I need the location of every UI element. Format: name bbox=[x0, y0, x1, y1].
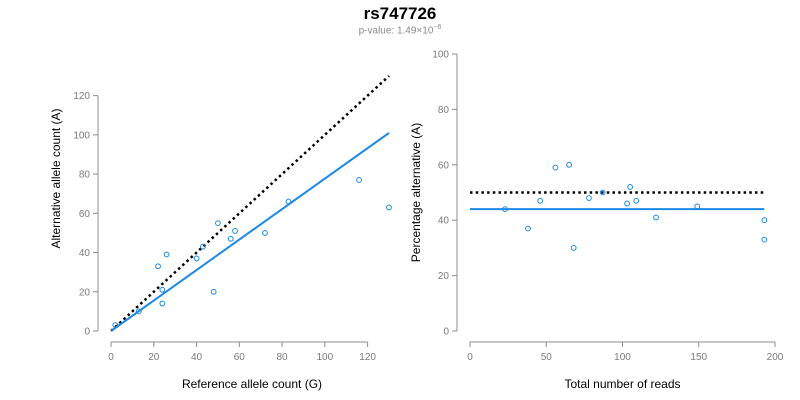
right-data-point bbox=[599, 189, 606, 196]
chart-title: rs747726 bbox=[363, 4, 437, 23]
right-data-point bbox=[570, 245, 577, 251]
right-x-tick-label: 150 bbox=[690, 352, 707, 363]
chart-subtitle: p-value: 1.49×10−6 bbox=[0, 24, 800, 36]
right-data-point bbox=[624, 200, 630, 207]
left-data-point bbox=[193, 255, 200, 262]
left-data-point bbox=[215, 220, 221, 227]
right-x-axis-title: Total number of reads bbox=[564, 377, 680, 391]
left-x-tick-label: 60 bbox=[234, 352, 246, 363]
left-x-tick-label: 20 bbox=[148, 352, 160, 363]
left-data-point bbox=[159, 286, 166, 293]
right-data-point bbox=[525, 225, 531, 232]
left-data-point bbox=[285, 198, 292, 205]
right-data-point bbox=[633, 197, 640, 204]
right-data-point bbox=[761, 236, 768, 243]
right-data-point bbox=[586, 195, 592, 201]
left-x-tick-label: 120 bbox=[359, 352, 376, 363]
right-data-point bbox=[694, 203, 701, 210]
left-data-point bbox=[155, 263, 161, 270]
left-y-tick-label: 80 bbox=[79, 170, 91, 181]
left-data-point bbox=[262, 230, 268, 236]
right-y-tick-label: 100 bbox=[432, 50, 449, 61]
left-reference-line bbox=[110, 75, 390, 332]
left-data-point bbox=[159, 300, 166, 307]
left-data-point bbox=[163, 251, 170, 258]
right-data-point bbox=[552, 164, 559, 171]
left-data-point bbox=[112, 322, 119, 329]
right-y-tick-label: 40 bbox=[438, 216, 450, 227]
p-value-exponent: −6 bbox=[433, 24, 442, 31]
left-x-tick-label: 80 bbox=[277, 352, 289, 363]
right-x-tick-label: 200 bbox=[767, 352, 784, 363]
left-data-point bbox=[386, 204, 392, 211]
right-data-point bbox=[502, 206, 508, 213]
left-data-point bbox=[200, 243, 206, 250]
right-y-tick-label: 20 bbox=[438, 271, 450, 282]
right-x-tick-label: 0 bbox=[467, 352, 473, 363]
left-y-tick-label: 120 bbox=[73, 91, 90, 102]
left-data-point bbox=[135, 308, 142, 315]
right-y-tick-label: 60 bbox=[438, 160, 450, 171]
right-data-point bbox=[653, 214, 659, 221]
left-data-point bbox=[227, 235, 234, 242]
p-value-prefix: p-value: bbox=[358, 25, 397, 37]
right-x-tick-label: 100 bbox=[614, 352, 631, 363]
right-data-point bbox=[627, 184, 634, 190]
left-y-tick-label: 60 bbox=[79, 209, 91, 220]
left-data-point bbox=[356, 177, 362, 183]
right-data-point bbox=[566, 161, 573, 168]
right-y-tick-label: 80 bbox=[438, 105, 450, 116]
left-data-point bbox=[210, 288, 217, 295]
right-data-point bbox=[761, 217, 768, 224]
left-y-tick-label: 40 bbox=[79, 248, 91, 259]
left-y-axis-title: Alternative allele count (A) bbox=[49, 108, 63, 248]
right-x-tick-label: 50 bbox=[541, 352, 553, 363]
left-x-tick-label: 40 bbox=[191, 352, 203, 363]
left-y-tick-label: 0 bbox=[84, 327, 90, 338]
left-y-tick-label: 100 bbox=[73, 130, 90, 141]
left-fit-line bbox=[110, 132, 390, 332]
right-y-axis-title: Percentage alternative (A) bbox=[409, 123, 423, 262]
left-y-tick-label: 20 bbox=[79, 287, 91, 298]
right-data-point bbox=[537, 197, 544, 204]
right-y-tick-label: 0 bbox=[443, 327, 449, 338]
left-x-tick-label: 0 bbox=[108, 352, 114, 363]
left-data-point bbox=[232, 228, 238, 234]
left-x-tick-label: 100 bbox=[317, 352, 334, 363]
p-value-mantissa: 1.49×10 bbox=[396, 25, 434, 37]
left-x-axis-title: Reference allele count (G) bbox=[182, 377, 322, 391]
